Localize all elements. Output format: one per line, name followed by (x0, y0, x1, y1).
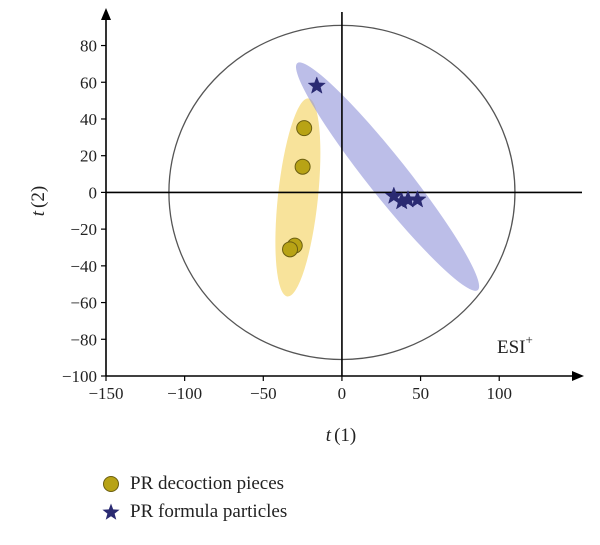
y-axis-arrow (101, 8, 111, 20)
point-formula (408, 190, 427, 208)
x-tick-label: −50 (250, 384, 277, 403)
x-axis-arrow (572, 371, 584, 381)
y-tick-label: −20 (70, 220, 97, 239)
y-tick-label: 0 (89, 183, 98, 202)
y-tick-label: −60 (70, 294, 97, 313)
x-tick-label: −150 (88, 384, 123, 403)
point-decoction (294, 158, 311, 175)
legend: PR decoction pieces PR formula particles (100, 470, 287, 526)
legend-item-decoction: PR decoction pieces (100, 470, 287, 498)
y-tick-label: 20 (80, 147, 97, 166)
x-tick-label: 50 (412, 384, 429, 403)
y-tick-label: −80 (70, 330, 97, 349)
star-marker-icon (102, 503, 120, 520)
point-decoction (282, 241, 299, 258)
x-tick-label: 0 (338, 384, 347, 403)
y-tick-label: 40 (80, 110, 97, 129)
y-tick-label: −100 (62, 367, 97, 386)
x-tick-label: −100 (167, 384, 202, 403)
group-regions (275, 62, 480, 297)
point-formula (384, 186, 404, 204)
legend-label-decoction: PR decoction pieces (130, 473, 285, 494)
legend-item-formula: PR formula particles (100, 498, 287, 526)
data-points (282, 76, 427, 258)
legend-label-formula: PR formula particles (130, 501, 288, 522)
x-tick-label: 100 (486, 384, 512, 403)
x-axis-title: t (1) (326, 425, 356, 446)
y-tick-label: 80 (80, 37, 97, 56)
y-tick-label: 60 (80, 73, 97, 92)
axes: −150 −100 −50 0 50 100−100−80−60−40−200204060… (62, 8, 584, 403)
point-decoction (296, 120, 313, 137)
circle-marker-icon (103, 476, 119, 492)
y-axis-title: t(2) (28, 186, 49, 216)
esi-annotation: ESI+ (497, 332, 533, 358)
y-tick-label: −40 (70, 257, 97, 276)
point-formula (307, 76, 327, 94)
